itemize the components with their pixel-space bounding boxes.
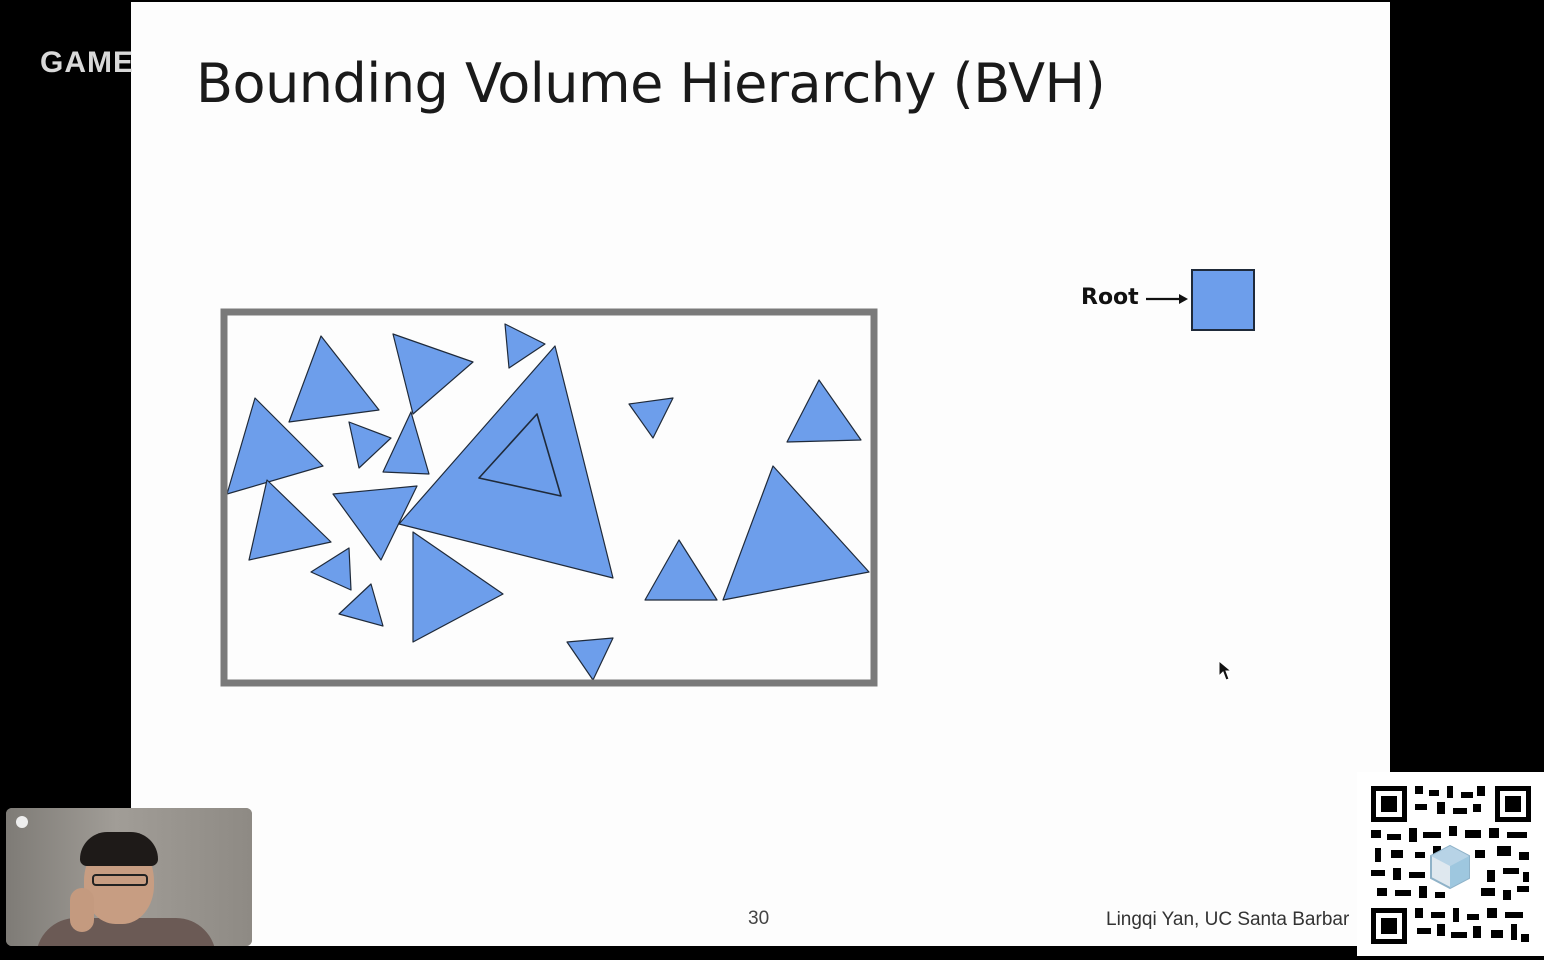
triangle (310, 547, 352, 591)
root-node (1191, 269, 1255, 331)
watermark-text: GAME (40, 46, 134, 79)
triangle (722, 465, 870, 601)
qr-code-icon (1357, 772, 1544, 956)
triangle (248, 479, 332, 561)
webcam-video (6, 808, 252, 946)
triangle (786, 379, 862, 443)
root-label: Root (1081, 285, 1139, 310)
slide-title: Bounding Volume Hierarchy (BVH) (196, 52, 1106, 115)
triangle (348, 421, 392, 469)
triangle (392, 333, 474, 415)
bounding-box (220, 308, 878, 687)
bvh-diagram (220, 269, 1255, 687)
triangle (412, 531, 504, 643)
cube-logo (1430, 844, 1470, 890)
footer-author: Lingqi Yan, UC Santa Barbar (1106, 909, 1350, 930)
triangle (566, 637, 614, 681)
triangle (504, 323, 546, 369)
triangle (338, 583, 384, 627)
page-number: 30 (748, 908, 770, 929)
mouse-pointer-icon (1218, 660, 1232, 681)
triangle (226, 397, 324, 495)
slide: Bounding Volume Hierarchy (BVH) (131, 2, 1390, 946)
triangle (628, 397, 674, 439)
triangle (382, 411, 430, 475)
triangle (644, 539, 718, 601)
triangle (332, 485, 418, 561)
inner-triangle (478, 413, 562, 497)
triangle (288, 335, 380, 423)
arrow-right-icon (1146, 294, 1188, 304)
